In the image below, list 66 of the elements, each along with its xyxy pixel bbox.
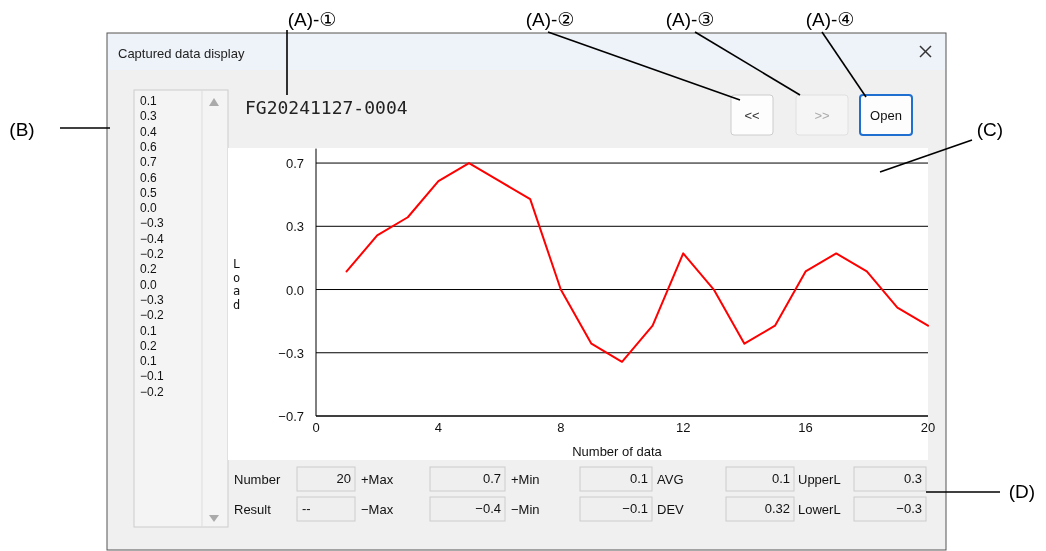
text: −0.4 [475, 501, 501, 516]
text: 0.3 [140, 109, 158, 124]
y-axis-title: Load [233, 257, 241, 312]
text: (B) [9, 119, 35, 140]
text: Open [870, 108, 902, 123]
text: −0.1 [622, 501, 648, 516]
text: (A)-② [525, 9, 575, 30]
text: +Max [361, 472, 394, 487]
text: AVG [657, 472, 684, 487]
text: 0.1 [140, 94, 158, 108]
text: 0.3 [903, 471, 922, 486]
text: 0.32 [764, 501, 790, 516]
text: (A)-④ [805, 9, 855, 30]
text: 0.7 [140, 155, 158, 170]
x-tick-label: 12 [675, 420, 691, 435]
x-tick-label: 4 [434, 420, 443, 435]
y-tick-label: 0.7 [285, 156, 304, 172]
text: 0.2 [140, 338, 158, 353]
y-tick-label: 0.3 [285, 219, 304, 235]
text: 0.6 [140, 139, 158, 154]
x-axis-title: Number of data [572, 444, 663, 459]
text: (A)-① [287, 9, 337, 30]
chart-subtitle: FG20241127-0004 [245, 97, 408, 118]
text: 0.6 [140, 170, 158, 185]
text: +Min [511, 472, 540, 487]
text: −0.4 [140, 231, 165, 246]
text: −0.2 [140, 308, 165, 323]
y-tick-label: 0.0 [285, 282, 304, 298]
text: 0.2 [140, 262, 158, 277]
text: UpperL [798, 472, 841, 487]
y-tick-label: −0.7 [278, 409, 304, 424]
text: Captured data display [118, 46, 245, 61]
text: −Min [511, 502, 540, 517]
text: 0.1 [629, 471, 648, 486]
x-tick-label: 0 [312, 420, 320, 435]
text: −0.1 [140, 369, 165, 384]
x-tick-label: 8 [557, 420, 565, 435]
x-tick-label: 20 [920, 420, 936, 435]
text: >> [814, 108, 830, 123]
text: −0.3 [140, 216, 165, 231]
line-series [345, 162, 929, 363]
text: << [744, 108, 760, 123]
text: (D) [1008, 481, 1036, 502]
text: (C) [976, 119, 1004, 140]
text: −0.2 [140, 247, 165, 261]
text: −0.2 [140, 384, 165, 399]
text: 20 [336, 471, 351, 486]
y-tick-label: −0.3 [278, 345, 304, 361]
text: (A)-③ [665, 9, 715, 30]
text: −Max [361, 502, 394, 517]
text: 0.1 [140, 354, 158, 369]
text: 0.5 [140, 185, 158, 200]
text: 0.0 [140, 201, 158, 216]
text: 0.1 [140, 323, 158, 338]
text: −0.3 [140, 292, 165, 307]
text: −0.3 [896, 501, 922, 516]
text: Number [234, 472, 281, 487]
text: DEV [657, 502, 685, 517]
text: LowerL [798, 502, 841, 517]
text: Result [234, 502, 272, 517]
text: -- [302, 501, 311, 516]
text: 0.4 [140, 124, 158, 139]
text: 0.7 [482, 471, 501, 486]
x-tick-label: 16 [798, 420, 813, 435]
text: 0.0 [140, 277, 158, 292]
text: 0.1 [771, 471, 790, 486]
